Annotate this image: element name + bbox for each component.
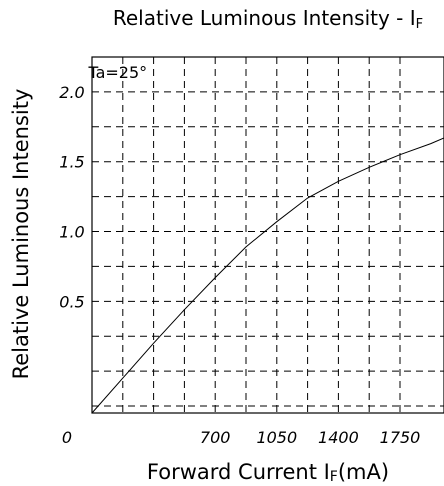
plot-frame: [91, 56, 444, 414]
grid: [92, 57, 444, 413]
y-tick-label: 1.5: [59, 153, 84, 172]
x-tick-label: 1050: [256, 428, 297, 447]
series-line: [91, 137, 444, 414]
x-tick-label: 1750: [380, 428, 421, 447]
y-tick-label: 1.0: [59, 223, 84, 242]
y-axis-label: Relative Luminous Intensity: [9, 89, 33, 380]
y-tick-labels: 0.5 1.0 1.5 2.0: [59, 83, 84, 311]
x-axis-label-text: Forward Current I: [147, 460, 330, 484]
x-origin-label: 0: [62, 428, 72, 447]
x-axis-label-unit: (mA): [338, 460, 389, 484]
x-axis-label: Forward Current IF(mA): [147, 460, 389, 485]
x-axis-label-subscript: F: [330, 469, 338, 485]
chart-title-subscript: F: [416, 17, 423, 32]
y-tick-label: 2.0: [59, 83, 84, 102]
y-tick-label: 0.5: [59, 292, 84, 311]
x-tick-label: 700: [200, 428, 231, 447]
temperature-annotation: Ta=25°: [87, 63, 147, 82]
chart-title-text: Relative Luminous Intensity - I: [113, 6, 416, 30]
x-tick-label: 1400: [318, 428, 359, 447]
chart-title: Relative Luminous Intensity - IF: [113, 6, 423, 32]
x-tick-labels: 700 1050 1400 1750: [200, 428, 420, 447]
